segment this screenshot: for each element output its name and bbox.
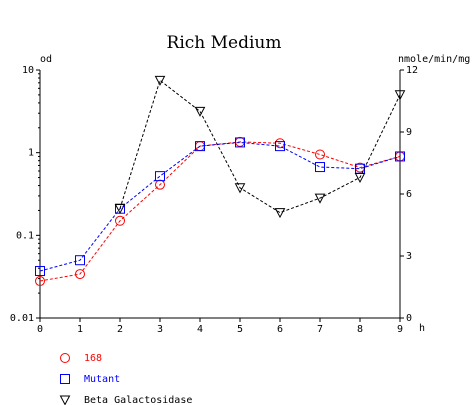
- data-point: [155, 171, 165, 182]
- legend-marker: [60, 353, 70, 363]
- data-point: [274, 208, 286, 219]
- x-tick-label: 5: [237, 324, 243, 335]
- x-tick-label: 6: [277, 324, 283, 335]
- legend-label: Mutant: [84, 374, 120, 385]
- x-tick-label: 4: [197, 324, 203, 335]
- x-tick-label: 8: [357, 324, 363, 335]
- data-point: [114, 203, 126, 215]
- data-point: [394, 90, 406, 101]
- right-y-tick-label: 6: [406, 189, 412, 200]
- series-2: [35, 137, 405, 277]
- legend: 168 Mutant Beta Galactosidase: [59, 353, 192, 405]
- legend-item: 168: [60, 353, 102, 364]
- data-point: [115, 215, 125, 226]
- left-y-tick-label: 0.1: [16, 230, 34, 241]
- right-y-tick-label: 12: [406, 65, 418, 76]
- right-y-tick-label: 9: [406, 127, 412, 138]
- data-point: [75, 255, 85, 266]
- legend-label: Beta Galactosidase: [84, 395, 192, 405]
- series-line: [119, 79, 401, 214]
- data-point: [154, 75, 166, 86]
- x-tick-label: 0: [37, 324, 43, 335]
- left-y-axis-label: od: [40, 54, 52, 65]
- legend-item: Beta Galactosidase: [59, 395, 192, 405]
- data-point: [35, 266, 45, 277]
- data-point: [235, 137, 245, 148]
- data-point: [315, 162, 325, 173]
- left-y-tick-label: 0.01: [10, 313, 34, 324]
- x-tick-label: 3: [157, 324, 163, 335]
- right-y-tick-label: 3: [406, 251, 412, 262]
- right-y-axis-label: nmole/min/mg: [398, 54, 470, 65]
- series-line: [39, 141, 401, 282]
- data-point: [395, 151, 405, 162]
- data-point: [75, 269, 85, 280]
- x-tick-label: 7: [317, 324, 323, 335]
- left-y-tick-label: 1: [28, 148, 34, 159]
- legend-item: Mutant: [60, 374, 120, 385]
- data-point: [234, 183, 246, 194]
- series-3: [114, 75, 406, 219]
- x-axis-label: h: [419, 323, 425, 334]
- legend-label: 168: [84, 353, 102, 364]
- series-line: [39, 141, 401, 272]
- data-point: [194, 106, 206, 117]
- data-point: [314, 193, 326, 204]
- x-tick-label: 1: [77, 324, 83, 335]
- data-point: [315, 149, 325, 160]
- legend-marker: [60, 374, 70, 384]
- legend-marker: [59, 395, 71, 405]
- data-point: [354, 172, 366, 184]
- series-1: [35, 136, 405, 287]
- left-y-tick-label: 10: [22, 65, 34, 76]
- series-layer: [35, 75, 406, 287]
- right-y-tick-label: 0: [406, 313, 412, 324]
- x-tick-label: 2: [117, 324, 123, 335]
- data-point: [195, 141, 205, 152]
- data-point: [35, 276, 45, 287]
- x-tick-label: 9: [397, 324, 403, 335]
- data-point: [275, 141, 285, 152]
- chart-title: Rich Medium: [167, 33, 282, 53]
